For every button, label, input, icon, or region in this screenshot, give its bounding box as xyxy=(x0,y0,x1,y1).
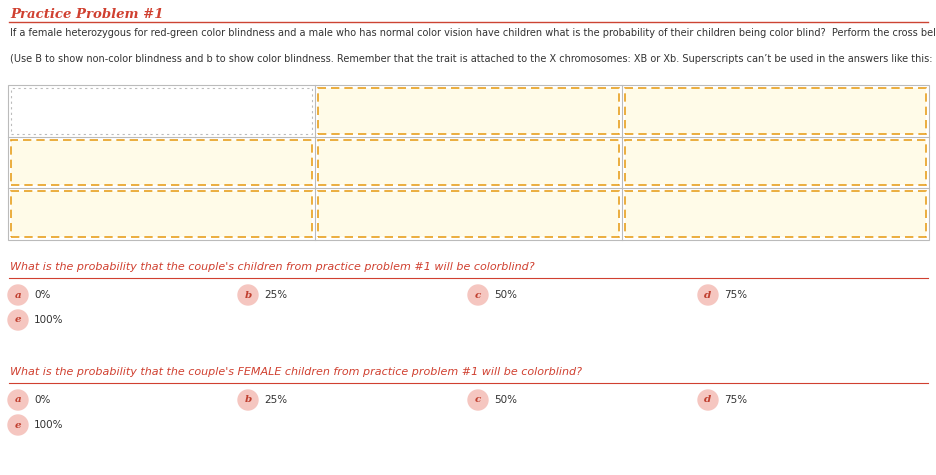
Circle shape xyxy=(238,285,257,305)
Text: d: d xyxy=(704,291,710,300)
Text: 0%: 0% xyxy=(34,290,51,300)
Text: a: a xyxy=(15,291,22,300)
Text: b: b xyxy=(244,291,252,300)
Text: 75%: 75% xyxy=(724,290,746,300)
Text: 25%: 25% xyxy=(264,290,286,300)
Text: 50%: 50% xyxy=(493,290,517,300)
Bar xyxy=(8,85,928,240)
Text: e: e xyxy=(15,420,22,429)
Text: e: e xyxy=(15,315,22,324)
Text: 75%: 75% xyxy=(724,395,746,405)
Bar xyxy=(317,191,619,237)
Circle shape xyxy=(697,390,717,410)
Text: (Use B to show non-color blindness and b to show color blindness. Remember that : (Use B to show non-color blindness and b… xyxy=(10,54,936,64)
Text: 100%: 100% xyxy=(34,420,64,430)
Circle shape xyxy=(8,285,28,305)
Circle shape xyxy=(8,390,28,410)
Text: c: c xyxy=(475,396,481,405)
Text: 100%: 100% xyxy=(34,315,64,325)
Text: 0%: 0% xyxy=(34,395,51,405)
Bar xyxy=(317,88,619,133)
Text: What is the probability that the couple's children from practice problem #1 will: What is the probability that the couple'… xyxy=(10,262,534,272)
Circle shape xyxy=(697,285,717,305)
Text: 25%: 25% xyxy=(264,395,286,405)
Bar xyxy=(624,88,925,133)
Bar xyxy=(11,140,312,185)
Circle shape xyxy=(8,310,28,330)
Text: c: c xyxy=(475,291,481,300)
Text: a: a xyxy=(15,396,22,405)
Text: b: b xyxy=(244,396,252,405)
Circle shape xyxy=(467,390,488,410)
Text: If a female heterozygous for red-green color blindness and a male who has normal: If a female heterozygous for red-green c… xyxy=(10,28,936,38)
Text: What is the probability that the couple's FEMALE children from practice problem : What is the probability that the couple'… xyxy=(10,367,581,377)
Bar xyxy=(624,191,925,237)
Bar xyxy=(11,88,312,133)
Circle shape xyxy=(467,285,488,305)
Text: Practice Problem #1: Practice Problem #1 xyxy=(10,8,163,21)
Bar xyxy=(317,140,619,185)
Circle shape xyxy=(238,390,257,410)
Bar xyxy=(624,140,925,185)
Text: 50%: 50% xyxy=(493,395,517,405)
Bar xyxy=(11,191,312,237)
Circle shape xyxy=(8,415,28,435)
Text: d: d xyxy=(704,396,710,405)
